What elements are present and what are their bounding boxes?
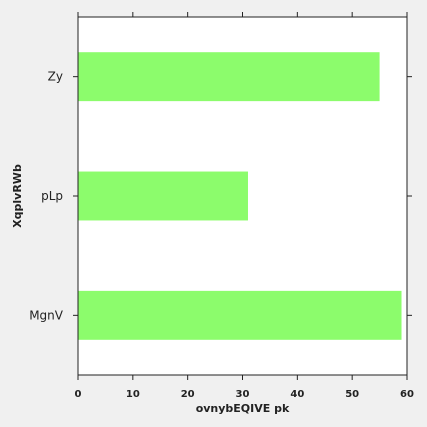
y-axis-label: XqplvRWb <box>11 164 24 228</box>
x-tick-label: 50 <box>345 389 359 400</box>
bars-group <box>78 52 402 340</box>
x-tick-label: 0 <box>75 389 82 400</box>
bar-pLp <box>78 171 248 221</box>
plot-frame <box>77 16 408 376</box>
x-tick-label: 60 <box>400 389 414 400</box>
x-tick-label: 10 <box>126 389 140 400</box>
x-tick-label: 30 <box>236 389 250 400</box>
y-tick-label: Zy <box>48 70 63 84</box>
y-tick-label: pLp <box>41 189 63 203</box>
x-tick-label: 40 <box>290 389 304 400</box>
bar-MgnV <box>78 290 402 340</box>
x-tick-label: 20 <box>181 389 195 400</box>
x-axis-label: ovnybEQIVE pk <box>196 402 290 415</box>
bar-Zy <box>78 52 380 102</box>
y-tick-label: MgnV <box>29 308 64 322</box>
ticks-group: MgnV pLp Zy 0 10 20 30 40 50 60 <box>29 12 414 400</box>
